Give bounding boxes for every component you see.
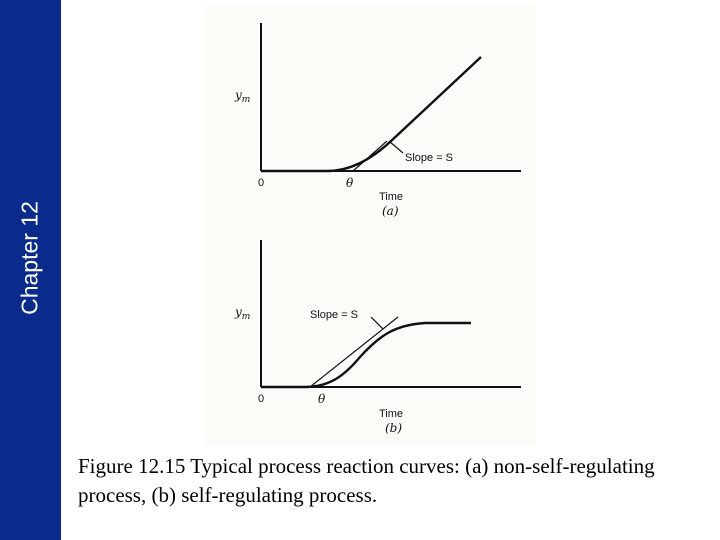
panel-b-x-label: Time xyxy=(379,408,403,420)
panel-a-x-label: Time xyxy=(379,191,403,203)
panel-b-response-curve xyxy=(261,321,471,389)
figure: ym 0 θ Slope = S Time (a) ym 0 θ Slope =… xyxy=(205,5,535,445)
panel-a-slope-pointer xyxy=(388,140,404,154)
panel-b-delay-label: θ xyxy=(318,392,326,406)
panel-a-tag: (a) xyxy=(382,204,399,218)
reaction-curves-diagram: ym 0 θ Slope = S Time (a) ym 0 θ Slope =… xyxy=(234,23,521,435)
panel-a: ym 0 θ Slope = S Time (a) xyxy=(234,23,521,218)
sidebar: Chapter 12 xyxy=(0,0,61,540)
panel-a-delay-label: θ xyxy=(346,176,354,190)
panel-b-slope-pointer xyxy=(370,316,384,330)
panel-a-slope-label: Slope = S xyxy=(405,152,453,164)
panel-b-tag: (b) xyxy=(385,421,402,435)
panel-b-slope-label: Slope = S xyxy=(310,309,358,321)
panel-a-origin-label: 0 xyxy=(258,177,264,189)
chapter-label: Chapter 12 xyxy=(16,201,43,315)
figure-caption: Figure 12.15 Typical process reaction cu… xyxy=(78,454,655,507)
panel-b-origin-label: 0 xyxy=(258,393,264,405)
panel-b: ym 0 θ Slope = S Time (b) xyxy=(234,240,521,435)
panel-a-y-label: ym xyxy=(234,88,250,105)
panel-b-tangent-line xyxy=(309,316,399,388)
panel-a-tangent-line xyxy=(352,140,388,172)
panel-a-response-curve xyxy=(261,56,482,173)
panel-b-y-label: ym xyxy=(234,305,250,322)
